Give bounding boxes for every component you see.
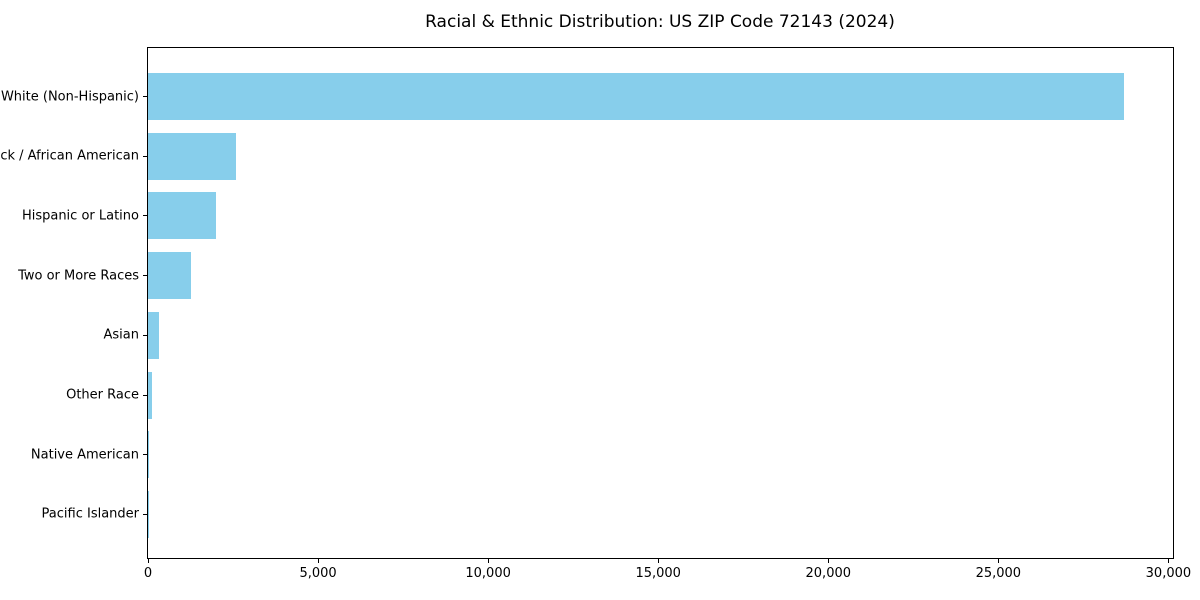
x-tick [1167, 559, 1169, 563]
y-tick [143, 155, 147, 157]
x-tick-label: 0 [143, 566, 153, 581]
bar [148, 132, 237, 180]
x-tick [827, 559, 829, 563]
bar-row: Two or More Races [18, 252, 1173, 300]
category-label: Two or More Races [18, 268, 139, 284]
x-tick-label: 5,000 [299, 566, 337, 581]
category-label: Hispanic or Latino [21, 208, 139, 224]
plot-area: White (Non-Hispanic) Black / African Amer… [0, 47, 1191, 581]
y-tick [143, 454, 147, 456]
x-tick [147, 559, 149, 563]
bar [148, 431, 149, 479]
bar-row: Black / African American [0, 132, 1173, 180]
chart-title: Racial & Ethnic Distribution: US ZIP Cod… [425, 12, 895, 32]
bar [148, 252, 191, 300]
x-tick [487, 559, 489, 563]
x-tick-label: 20,000 [805, 566, 852, 581]
bar [148, 73, 1125, 120]
category-label: Black / African American [0, 148, 139, 164]
x-tick [317, 559, 319, 563]
y-tick [143, 334, 147, 336]
y-tick [143, 96, 147, 97]
x-tick-label: 15,000 [635, 566, 681, 581]
category-label: White (Non-Hispanic) [0, 89, 139, 104]
bar [148, 371, 153, 419]
bar [148, 311, 159, 359]
y-tick [143, 275, 147, 277]
bar-row: Asian [104, 311, 1173, 359]
bar-row: Native American [31, 431, 1173, 479]
x-tick-label: 10,000 [465, 566, 511, 581]
bar-row: Hispanic or Latino [22, 192, 1173, 240]
x-tick-label: 30,000 [1145, 566, 1192, 581]
category-label: Pacific Islander [41, 506, 139, 522]
category-label: Asian [103, 327, 139, 343]
category-label: Other Race [66, 387, 139, 403]
x-tick [997, 559, 999, 563]
bar-row: White (Non-Hispanic) [1, 73, 1173, 120]
y-tick [143, 215, 147, 217]
category-label: Native American [30, 447, 139, 463]
bar [148, 192, 217, 240]
bar-row: Pacific Islander [42, 490, 1173, 538]
x-tick [657, 559, 659, 563]
bar-row: Other Race [66, 371, 1173, 419]
y-tick [143, 513, 147, 515]
x-tick-label: 25,000 [975, 566, 1022, 581]
y-tick [143, 394, 147, 396]
